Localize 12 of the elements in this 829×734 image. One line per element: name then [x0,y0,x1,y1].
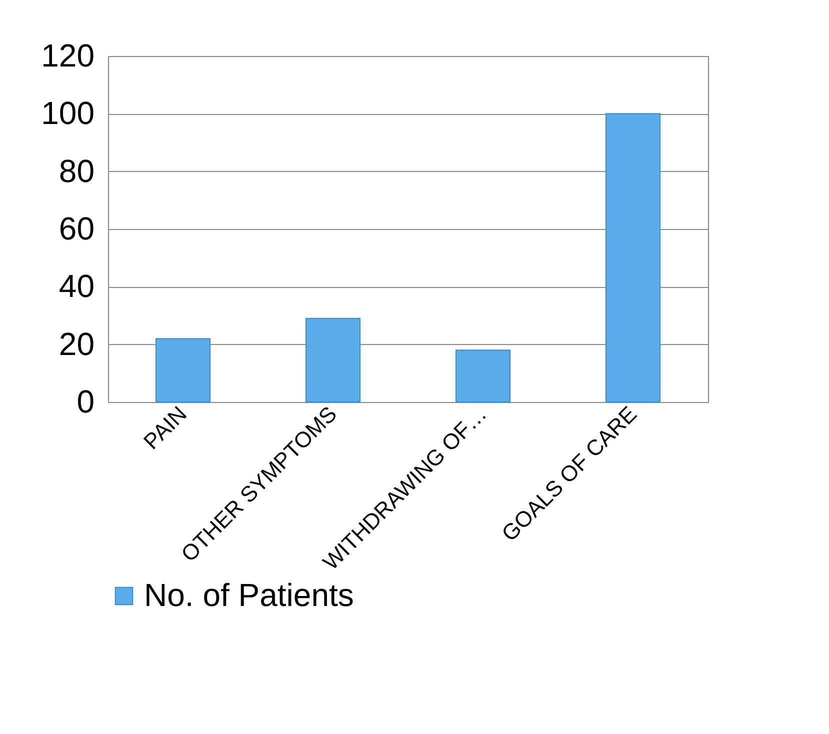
bar [456,350,510,402]
bar [306,318,360,402]
y-tick-label: 20 [58,326,94,362]
y-tick-label: 40 [58,268,94,304]
y-tick-label: 80 [58,152,94,189]
y-tick-label: 60 [58,210,94,246]
y-tick-label: 0 [76,384,94,420]
legend-label: No. of Patients [144,577,354,613]
y-tick-label: 100 [41,95,94,132]
bar [156,338,210,402]
y-tick-label: 120 [41,38,94,74]
bar [606,113,660,402]
